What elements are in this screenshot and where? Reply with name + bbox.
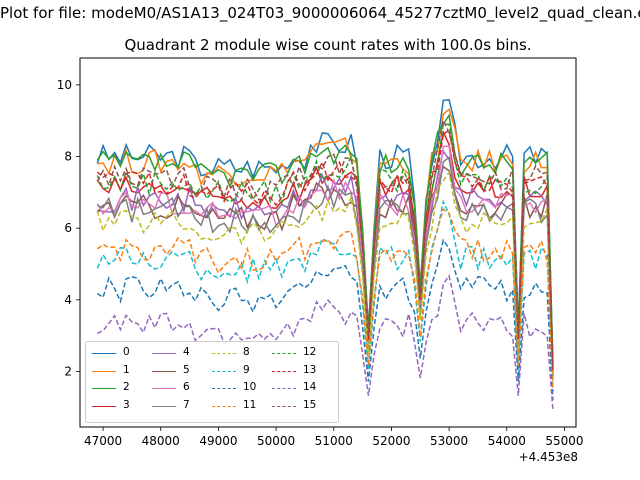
series-line-11 [96, 207, 554, 390]
legend-label: 7 [183, 398, 190, 411]
legend-label: 11 [243, 398, 257, 411]
legend-swatch [212, 388, 236, 389]
series-line-8 [96, 170, 554, 381]
legend-swatch [272, 370, 296, 372]
x-tick-label: 55000 [545, 434, 583, 448]
legend-swatch [272, 388, 296, 389]
legend-label: 13 [303, 363, 317, 376]
y-tick-label: 6 [64, 221, 72, 235]
series-line-3 [96, 129, 554, 372]
legend-swatch [152, 405, 176, 407]
x-tick-label: 51000 [315, 434, 353, 448]
legend-label: 2 [123, 381, 130, 393]
x-tick-label: 49000 [199, 434, 237, 448]
x-offset-label: +4.453e8 [518, 450, 578, 464]
legend: 0 1 2 3 4 5 6 7 8 9 10 11 12 13 14 15 [85, 341, 339, 423]
legend-swatch [212, 353, 236, 354]
x-tick-label: 54000 [488, 434, 526, 448]
legend-label: 0 [123, 346, 130, 358]
chart-title: Quadrant 2 module wise count rates with … [124, 36, 532, 54]
y-tick-label: 10 [57, 78, 72, 92]
legend-label: 9 [243, 363, 250, 376]
series-line-14 [96, 273, 554, 411]
legend-label: 12 [303, 346, 317, 358]
legend-swatch [152, 353, 176, 354]
series-line-12 [96, 123, 554, 370]
legend-swatch [272, 353, 296, 354]
legend-label: 8 [243, 346, 250, 358]
legend-swatch [152, 370, 176, 372]
x-tick-label: 47000 [84, 434, 122, 448]
series-line-1 [97, 108, 554, 365]
x-tick-label: 48000 [142, 434, 180, 448]
legend-swatch [92, 353, 116, 354]
legend-label: 5 [183, 363, 190, 376]
figure-suptitle: Plot for file: modeM0/AS1A13_024T03_9000… [0, 4, 640, 22]
legend-swatch [212, 370, 236, 372]
legend-label: 3 [123, 398, 130, 411]
y-axis: 2 4 6 8 10 [57, 78, 80, 378]
series-lines [96, 99, 554, 411]
legend-swatch [92, 370, 116, 372]
axes-frame [79, 57, 577, 428]
series-line-15 [96, 118, 554, 369]
y-tick-label: 2 [64, 364, 72, 378]
series-line-13 [96, 128, 554, 371]
y-tick-label: 4 [64, 293, 72, 307]
legend-swatch [212, 405, 236, 407]
legend-swatch [92, 388, 116, 389]
legend-label: 14 [303, 381, 317, 393]
x-tick-label: 52000 [372, 434, 410, 448]
legend-swatch [152, 388, 176, 389]
legend-swatch [92, 405, 116, 407]
legend-label: 10 [243, 381, 257, 393]
series-line-2 [96, 113, 554, 365]
legend-label: 15 [303, 398, 317, 411]
y-tick-label: 8 [64, 150, 72, 164]
series-line-10 [96, 238, 554, 401]
x-tick-label: 50000 [257, 434, 295, 448]
x-axis: 47000 48000 49000 50000 51000 52000 53000 54000… [84, 427, 584, 448]
legend-label: 1 [123, 363, 130, 376]
series-line-0 [96, 99, 554, 363]
series-line-7 [97, 156, 554, 378]
legend-label: 6 [183, 381, 190, 393]
legend-swatch [272, 405, 296, 407]
x-tick-label: 53000 [430, 434, 468, 448]
legend-label: 4 [183, 346, 190, 358]
